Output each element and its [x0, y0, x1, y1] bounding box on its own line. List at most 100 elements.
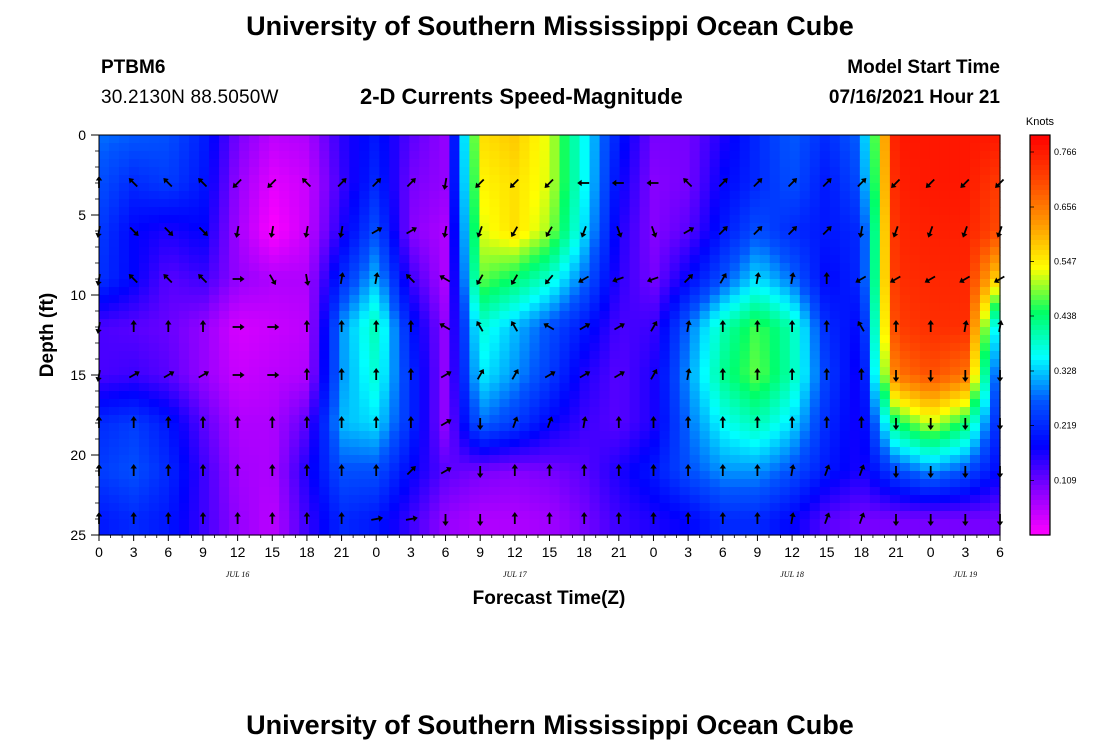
- heatmap-cell: [559, 367, 571, 376]
- heatmap-cell: [199, 295, 210, 304]
- heatmap-cell: [429, 399, 440, 408]
- heatmap-cell: [209, 375, 220, 384]
- heatmap-cell: [959, 495, 971, 504]
- heatmap-cell: [739, 271, 751, 280]
- heatmap-cell: [789, 391, 801, 400]
- heatmap-cell: [159, 303, 170, 312]
- heatmap-cell: [179, 247, 190, 256]
- heatmap-cell: [839, 375, 851, 384]
- heatmap-cell: [569, 511, 581, 520]
- heatmap-cell: [939, 135, 951, 144]
- heatmap-cell: [549, 423, 561, 432]
- heatmap-cell: [619, 335, 631, 344]
- heatmap-cell: [259, 319, 270, 328]
- heatmap-cell: [189, 415, 200, 424]
- heatmap-cell: [749, 487, 761, 496]
- heatmap-cell: [729, 143, 741, 152]
- heatmap-cell: [419, 207, 430, 216]
- heatmap-cell: [249, 447, 260, 456]
- heatmap-cell: [159, 423, 170, 432]
- current-arrow: [338, 464, 345, 476]
- heatmap-cell: [719, 359, 731, 368]
- heatmap-cell: [309, 279, 320, 288]
- heatmap-cell: [529, 375, 541, 384]
- heatmap-cell: [139, 151, 150, 160]
- heatmap-cell: [349, 295, 360, 304]
- heatmap-cell: [769, 335, 781, 344]
- heatmap-cell: [969, 143, 981, 152]
- heatmap-cell: [279, 255, 290, 264]
- heatmap-cell: [239, 135, 250, 144]
- heatmap-cell: [179, 215, 190, 224]
- heatmap-cell: [109, 463, 120, 472]
- heatmap-cell: [519, 239, 531, 248]
- heatmap-cell: [199, 447, 210, 456]
- heatmap-cell: [409, 423, 420, 432]
- heatmap-cell: [369, 423, 380, 432]
- heatmap-cell: [649, 263, 661, 272]
- heatmap-cell: [519, 527, 531, 536]
- heatmap-cell: [919, 263, 931, 272]
- heatmap-cell: [179, 159, 190, 168]
- heatmap-cell: [649, 447, 661, 456]
- heatmap-cell: [939, 215, 951, 224]
- heatmap-cell: [199, 151, 210, 160]
- heatmap-cell: [369, 383, 380, 392]
- heatmap-cell: [579, 375, 591, 384]
- heatmap-cell: [699, 415, 711, 424]
- heatmap-cell: [669, 471, 681, 480]
- current-arrow: [476, 274, 484, 286]
- current-arrow: [719, 512, 726, 524]
- heatmap-cell: [899, 239, 911, 248]
- heatmap-cell: [989, 383, 1001, 392]
- heatmap-cell: [399, 399, 410, 408]
- heatmap-cell: [789, 439, 801, 448]
- current-arrow: [754, 512, 761, 524]
- heatmap-cell: [279, 487, 290, 496]
- heatmap-cell: [799, 143, 811, 152]
- heatmap-cell: [159, 479, 170, 488]
- heatmap-cell: [909, 151, 921, 160]
- heatmap-cell: [739, 255, 751, 264]
- heatmap-cell: [549, 159, 561, 168]
- heatmap-cell: [959, 439, 971, 448]
- heatmap-cell: [159, 527, 170, 536]
- heatmap-cell: [679, 159, 691, 168]
- heatmap-cell: [169, 391, 180, 400]
- heatmap-cell: [139, 439, 150, 448]
- heatmap-cell: [329, 223, 340, 232]
- heatmap-cell: [759, 335, 771, 344]
- heatmap-cell: [179, 399, 190, 408]
- heatmap-cell: [119, 183, 130, 192]
- heatmap-cell: [189, 151, 200, 160]
- heatmap-cell: [529, 167, 541, 176]
- heatmap-cell: [449, 151, 460, 160]
- heatmap-cell: [879, 519, 891, 528]
- heatmap-cell: [179, 439, 190, 448]
- heatmap-cell: [749, 199, 761, 208]
- colorbar-segment: [1030, 335, 1050, 341]
- colorbar-segment: [1030, 140, 1050, 146]
- heatmap-cell: [199, 279, 210, 288]
- heatmap-cell: [119, 471, 130, 480]
- heatmap-cell: [809, 327, 821, 336]
- heatmap-cell: [829, 199, 841, 208]
- heatmap-cell: [399, 215, 410, 224]
- heatmap-cell: [269, 287, 280, 296]
- heatmap-cell: [729, 255, 741, 264]
- heatmap-cell: [219, 175, 230, 184]
- heatmap-cell: [459, 231, 471, 240]
- heatmap-cell: [919, 327, 931, 336]
- heatmap-cell: [169, 199, 180, 208]
- heatmap-cell: [939, 479, 951, 488]
- heatmap-cell: [679, 215, 691, 224]
- heatmap-cell: [849, 271, 861, 280]
- heatmap-cell: [139, 271, 150, 280]
- heatmap-cell: [609, 207, 621, 216]
- heatmap-cell: [539, 223, 551, 232]
- heatmap-cell: [169, 503, 180, 512]
- heatmap-cell: [199, 263, 210, 272]
- current-arrow: [475, 178, 485, 188]
- heatmap-cell: [219, 199, 230, 208]
- heatmap-cell: [619, 407, 631, 416]
